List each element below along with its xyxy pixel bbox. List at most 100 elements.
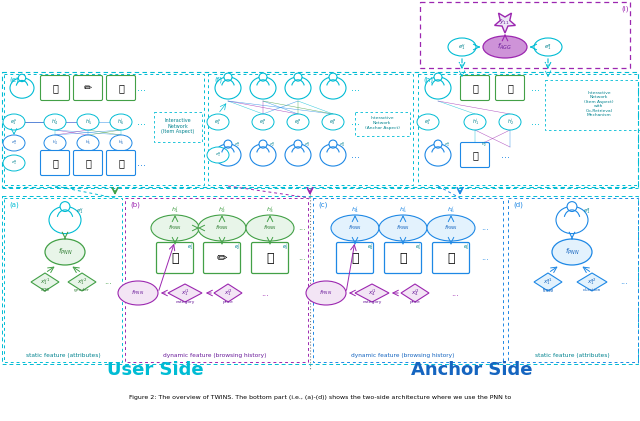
- Bar: [313, 198, 503, 362]
- Ellipse shape: [3, 155, 25, 171]
- Ellipse shape: [556, 206, 588, 234]
- Polygon shape: [495, 13, 515, 33]
- Text: ...: ...: [481, 224, 489, 232]
- FancyBboxPatch shape: [495, 75, 525, 101]
- Bar: [4, 198, 122, 362]
- Text: 👠: 👠: [507, 83, 513, 93]
- Text: $e_1^u$: $e_1^u$: [444, 140, 450, 149]
- Ellipse shape: [45, 239, 85, 265]
- Ellipse shape: [322, 114, 344, 130]
- Text: ...: ...: [351, 117, 360, 127]
- Text: $e_3^a$: $e_3^a$: [330, 117, 337, 127]
- Text: (i): (i): [621, 6, 628, 12]
- Text: $f_{PNN}$: $f_{PNN}$: [319, 288, 333, 298]
- Text: $e_1^a$: $e_1^a$: [11, 158, 17, 168]
- Circle shape: [294, 140, 302, 148]
- Bar: [208, 74, 413, 185]
- Text: $f_{RNN}$: $f_{RNN}$: [215, 224, 229, 232]
- Text: $h_5^i$: $h_5^i$: [399, 205, 407, 216]
- Ellipse shape: [207, 147, 229, 163]
- Text: $e_1^u$: $e_1^u$: [458, 42, 466, 52]
- Bar: [418, 74, 638, 185]
- FancyBboxPatch shape: [204, 242, 241, 274]
- Ellipse shape: [306, 281, 346, 305]
- Text: $h_4^i$: $h_4^i$: [351, 205, 359, 216]
- FancyBboxPatch shape: [337, 242, 374, 274]
- Circle shape: [224, 140, 232, 148]
- Text: 🥿: 🥿: [172, 251, 179, 264]
- FancyBboxPatch shape: [157, 242, 193, 274]
- Ellipse shape: [499, 114, 521, 130]
- Circle shape: [259, 140, 267, 148]
- Text: $h_1^i$: $h_1^i$: [171, 205, 179, 216]
- FancyBboxPatch shape: [74, 150, 102, 176]
- Text: $e_3^a$: $e_3^a$: [304, 140, 310, 149]
- Text: $e_1^i$: $e_1^i$: [187, 242, 193, 253]
- Text: $h_2^i$: $h_2^i$: [481, 140, 487, 150]
- Ellipse shape: [151, 215, 199, 241]
- Ellipse shape: [246, 215, 294, 241]
- Polygon shape: [534, 273, 562, 291]
- Text: $x_1^{u2}$: $x_1^{u2}$: [77, 277, 87, 288]
- Text: $e_1^a$: $e_1^a$: [583, 206, 591, 216]
- Ellipse shape: [379, 215, 427, 241]
- Text: (f): (f): [214, 77, 222, 83]
- Text: $e_1^u$: $e_1^u$: [214, 117, 221, 127]
- Polygon shape: [168, 284, 202, 302]
- Circle shape: [567, 202, 577, 211]
- Text: 👠: 👠: [118, 83, 124, 93]
- Text: $f_{PNN}$: $f_{PNN}$: [58, 247, 72, 257]
- Text: ...: ...: [138, 83, 147, 93]
- Text: $h_6'$: $h_6'$: [118, 139, 124, 147]
- FancyBboxPatch shape: [40, 150, 70, 176]
- Ellipse shape: [331, 215, 379, 241]
- Text: Anchor Side: Anchor Side: [412, 361, 532, 379]
- Ellipse shape: [448, 38, 476, 56]
- Text: $e_1^a$: $e_1^a$: [544, 42, 552, 52]
- Text: User Side: User Side: [107, 361, 204, 379]
- Text: $e_4^a$: $e_4^a$: [339, 140, 345, 149]
- Text: $x_1^{a1}$: $x_1^{a1}$: [543, 277, 553, 288]
- Text: (a): (a): [9, 202, 19, 208]
- Text: price: price: [410, 300, 420, 304]
- Text: dynamic feature (browsing history): dynamic feature (browsing history): [351, 352, 455, 357]
- Text: category: category: [175, 300, 195, 304]
- Text: 👡: 👡: [266, 251, 274, 264]
- Text: Interactive
Network
(Anchor Aspect): Interactive Network (Anchor Aspect): [365, 116, 399, 130]
- Text: 👟: 👟: [85, 158, 91, 168]
- Ellipse shape: [285, 77, 311, 99]
- FancyBboxPatch shape: [461, 75, 490, 101]
- Text: $x_1^{i1}$: $x_1^{i1}$: [180, 288, 189, 298]
- Bar: [508, 198, 638, 362]
- Text: $h_6^i$: $h_6^i$: [447, 205, 455, 216]
- Text: dynamic feature (browsing history): dynamic feature (browsing history): [163, 352, 267, 357]
- Ellipse shape: [10, 78, 34, 98]
- FancyBboxPatch shape: [252, 242, 289, 274]
- Bar: [2, 72, 638, 187]
- Ellipse shape: [287, 114, 309, 130]
- Circle shape: [434, 140, 442, 148]
- Text: $\hat{y}_{11}$: $\hat{y}_{11}$: [499, 17, 511, 27]
- Text: $e_1^a$: $e_1^a$: [259, 117, 266, 127]
- Text: duration: duration: [583, 288, 601, 292]
- Text: $h_6^i$: $h_6^i$: [118, 117, 125, 128]
- Circle shape: [294, 73, 302, 81]
- Ellipse shape: [77, 114, 99, 130]
- Text: 👗: 👗: [447, 251, 455, 264]
- Bar: [2, 196, 638, 364]
- Text: $h_5^i$: $h_5^i$: [84, 117, 92, 128]
- Text: $e_1^a$: $e_1^a$: [11, 139, 17, 148]
- Ellipse shape: [534, 38, 562, 56]
- Ellipse shape: [3, 135, 25, 151]
- FancyBboxPatch shape: [74, 75, 102, 101]
- Text: ...: ...: [620, 277, 628, 287]
- Polygon shape: [355, 284, 389, 302]
- Polygon shape: [68, 273, 96, 291]
- Text: $h_1^i$: $h_1^i$: [472, 117, 479, 128]
- Bar: [355, 112, 410, 136]
- Ellipse shape: [215, 77, 241, 99]
- Text: 👗: 👗: [118, 158, 124, 168]
- Text: category: category: [362, 300, 381, 304]
- Ellipse shape: [207, 114, 229, 130]
- Text: Interactive
Network
(Item Aspect)
with
Co-Retrieval
Mechanism: Interactive Network (Item Aspect) with C…: [584, 91, 614, 117]
